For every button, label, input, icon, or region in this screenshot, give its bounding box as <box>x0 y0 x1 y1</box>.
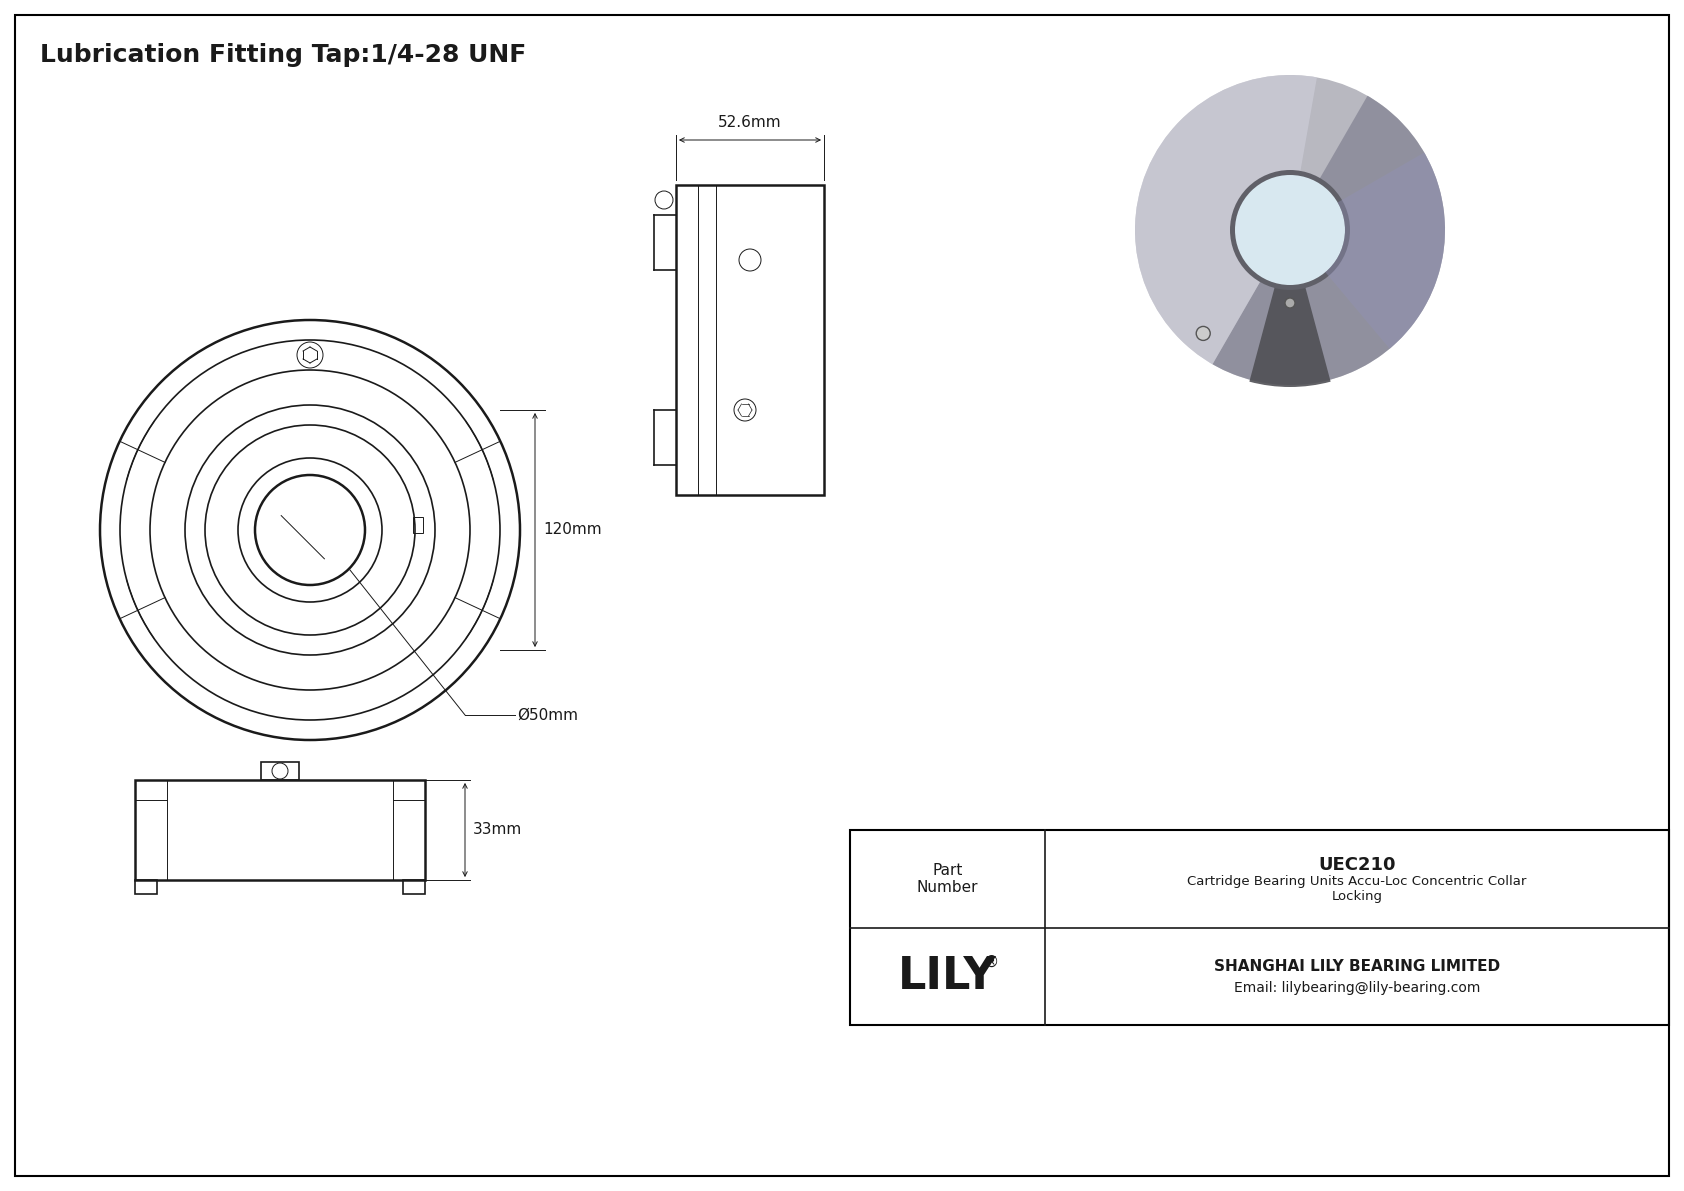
Text: LILY: LILY <box>898 955 997 998</box>
Wedge shape <box>1325 152 1445 349</box>
Circle shape <box>1135 75 1445 385</box>
Text: Email: lilybearing@lily-bearing.com: Email: lilybearing@lily-bearing.com <box>1234 981 1480 996</box>
Bar <box>675 185 823 495</box>
Text: Lubrication Fitting Tap:1/4-28 UNF: Lubrication Fitting Tap:1/4-28 UNF <box>40 43 525 67</box>
Text: Ø50mm: Ø50mm <box>517 707 578 723</box>
Wedge shape <box>1135 75 1317 364</box>
Bar <box>261 762 300 780</box>
Bar <box>413 517 423 534</box>
Bar <box>402 880 424 894</box>
Bar <box>135 880 157 894</box>
Circle shape <box>1285 298 1295 308</box>
Text: Part
Number: Part Number <box>916 862 978 894</box>
Text: 33mm: 33mm <box>473 823 522 837</box>
Circle shape <box>1229 170 1351 289</box>
Text: ®: ® <box>983 955 999 969</box>
Circle shape <box>1234 175 1346 285</box>
Text: Cartridge Bearing Units Accu-Loc Concentric Collar
Locking: Cartridge Bearing Units Accu-Loc Concent… <box>1187 874 1527 903</box>
Text: SHANGHAI LILY BEARING LIMITED: SHANGHAI LILY BEARING LIMITED <box>1214 959 1500 974</box>
Wedge shape <box>1212 95 1445 385</box>
Text: 120mm: 120mm <box>542 523 601 537</box>
Text: 52.6mm: 52.6mm <box>717 116 781 130</box>
Bar <box>135 780 424 880</box>
Circle shape <box>1196 326 1211 341</box>
Text: UEC210: UEC210 <box>1319 856 1396 874</box>
Wedge shape <box>1250 280 1330 387</box>
Bar <box>850 830 1669 1025</box>
